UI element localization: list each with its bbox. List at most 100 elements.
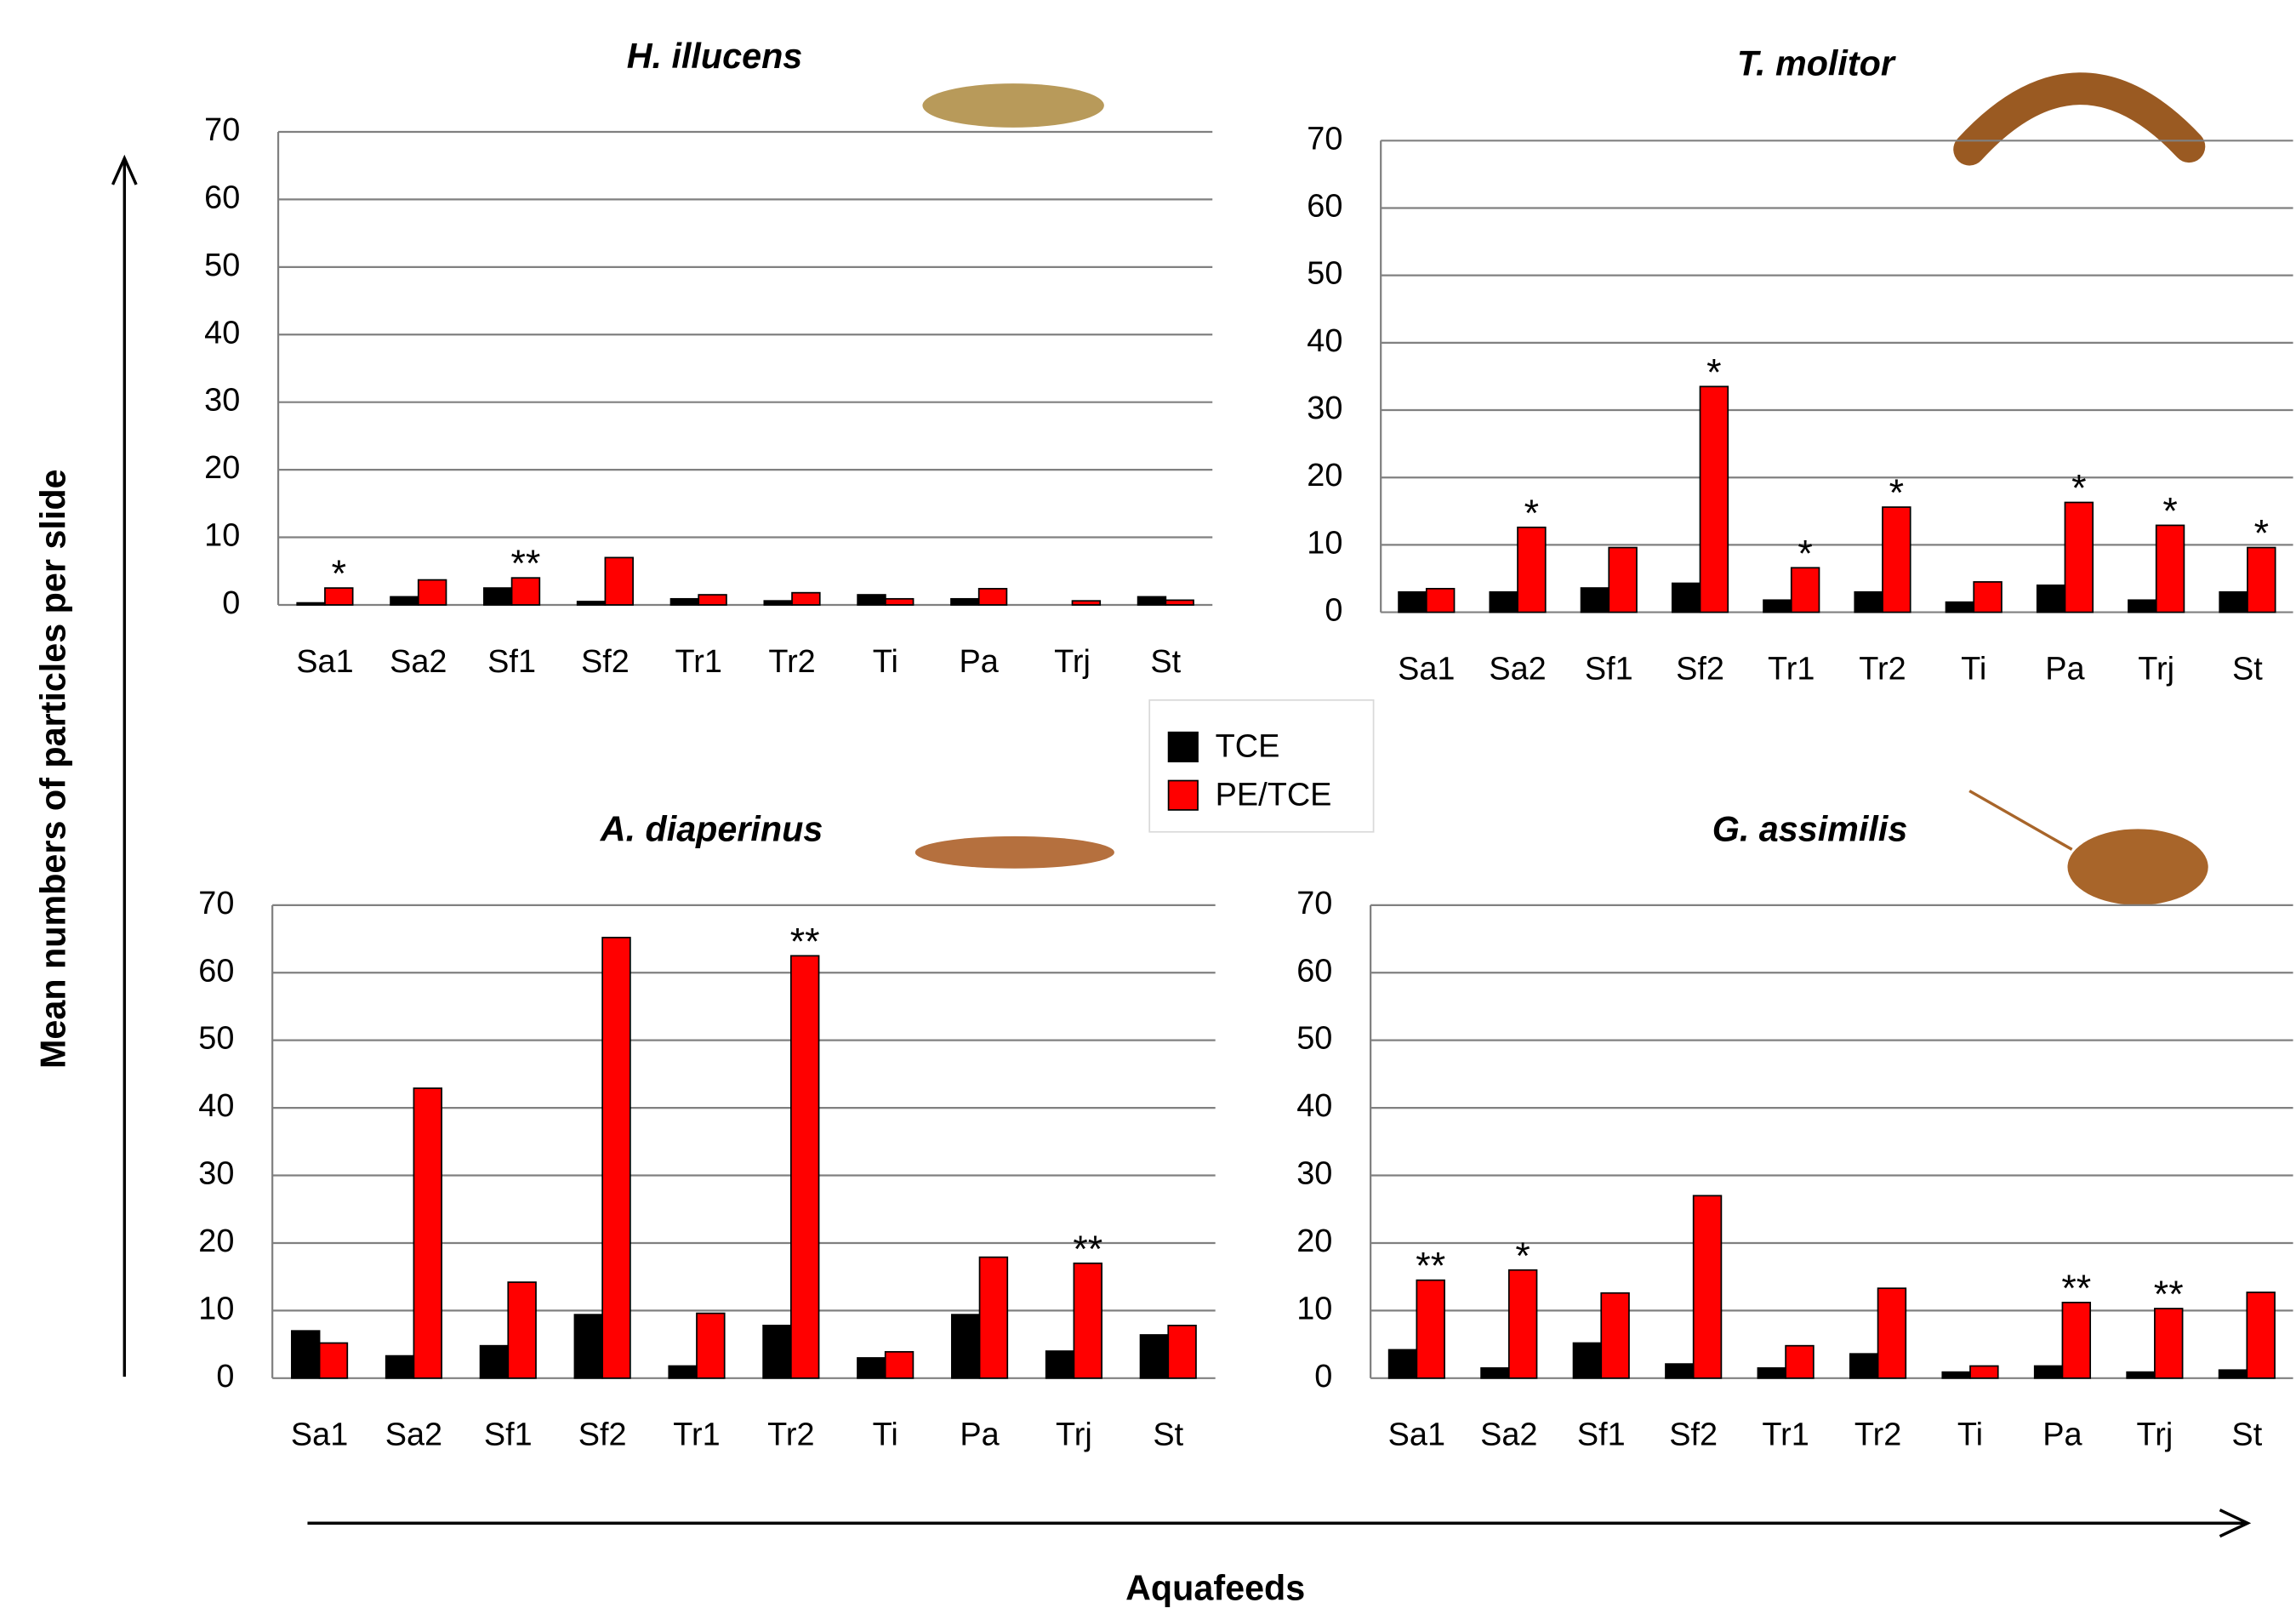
y-tick-label: 10 [204, 518, 240, 554]
bar [1046, 1351, 1074, 1378]
bar [1701, 386, 1729, 612]
x-tick-label: Sf1 [484, 1417, 533, 1453]
y-tick-label: 10 [1307, 525, 1342, 561]
bar [2247, 1292, 2275, 1378]
significance-marker: * [2254, 512, 2269, 555]
y-tick-label: 30 [198, 1156, 234, 1192]
bar [1518, 528, 1546, 613]
bar [671, 599, 699, 605]
bar [1399, 592, 1427, 613]
x-tick-label: Ti [1957, 1417, 1983, 1453]
chart-title: H. illucens [627, 37, 803, 76]
bar [2035, 1366, 2063, 1378]
bar [1850, 1354, 1878, 1378]
x-tick-label: Trj [1056, 1417, 1092, 1453]
bar [1416, 1280, 1444, 1378]
x-tick-label: Pa [2042, 1417, 2082, 1453]
figure: Mean numbers of particles per slide Aqua… [0, 0, 2296, 1614]
y-tick-label: 40 [198, 1088, 234, 1124]
bar [763, 1326, 791, 1378]
y-tick-label: 20 [1296, 1223, 1332, 1259]
x-tick-label: Sa2 [390, 644, 447, 680]
significance-marker: * [1706, 351, 1721, 393]
x-tick-label: Tr1 [1768, 651, 1815, 687]
y-tick-label: 20 [198, 1223, 234, 1259]
bar [2155, 1309, 2183, 1378]
y-tick-label: 30 [1296, 1156, 1332, 1192]
x-tick-label: Trj [2137, 1417, 2174, 1453]
bar [1601, 1293, 1629, 1378]
x-tick-label: Tr2 [767, 1417, 814, 1453]
bar [2219, 1370, 2248, 1378]
significance-marker: * [1524, 492, 1539, 534]
y-tick-label: 50 [1296, 1021, 1332, 1057]
bar [1786, 1346, 1814, 1378]
y-tick-label: 40 [204, 315, 240, 351]
bar [1574, 1343, 1602, 1378]
bar [320, 1343, 348, 1378]
bar [386, 1356, 414, 1378]
bar [1138, 596, 1166, 605]
bar [1970, 1366, 1998, 1378]
bar [574, 1315, 602, 1378]
x-tick-label: Ti [873, 644, 898, 680]
bar [508, 1282, 536, 1378]
bar [1878, 1288, 1906, 1378]
beetle-larva-image [915, 836, 1114, 869]
bar [952, 1315, 980, 1378]
significance-marker: * [332, 552, 346, 595]
x-tick-label: Trj [2138, 651, 2174, 687]
bar [1509, 1270, 1537, 1378]
bar [979, 589, 1007, 605]
chart-title: A. diaperinus [600, 810, 823, 849]
bar [1581, 588, 1609, 613]
y-tick-label: 60 [204, 180, 240, 215]
significance-marker: ** [1416, 1245, 1445, 1287]
bar [2127, 1372, 2155, 1378]
bar [484, 588, 512, 605]
x-tick-label: Sa1 [291, 1417, 348, 1453]
y-tick-label: 0 [216, 1359, 234, 1394]
x-tick-label: Tr2 [768, 644, 815, 680]
significance-marker: * [2071, 467, 2086, 510]
y-tick-label: 0 [1314, 1359, 1332, 1394]
y-axis-label: Mean numbers of particles per slide [33, 469, 72, 1069]
bar [602, 938, 630, 1378]
x-tick-label: Sf1 [1585, 651, 1633, 687]
significance-marker: ** [2061, 1267, 2091, 1309]
y-tick-label: 30 [1307, 391, 1342, 426]
bar [2128, 600, 2156, 612]
x-tick-label: Sf2 [581, 644, 630, 680]
bar [1974, 582, 2002, 613]
y-tick-label: 50 [204, 248, 240, 283]
significance-marker: * [1797, 532, 1812, 574]
significance-marker: * [2162, 489, 2177, 532]
y-tick-label: 60 [198, 953, 234, 989]
x-tick-label: Sa1 [296, 644, 353, 680]
x-tick-label: St [1150, 644, 1181, 680]
x-tick-label: Tr2 [1854, 1417, 1901, 1453]
x-tick-label: Sf2 [578, 1417, 627, 1453]
y-tick-label: 60 [1307, 188, 1342, 224]
bar [1389, 1349, 1417, 1377]
significance-marker: * [1889, 471, 1904, 514]
x-tick-label: St [2231, 1417, 2262, 1453]
significance-marker: ** [790, 920, 820, 962]
bar [2156, 525, 2185, 612]
bar [2062, 1303, 2090, 1378]
y-tick-label: 20 [204, 450, 240, 486]
bar [951, 599, 979, 605]
bar [886, 599, 914, 605]
bar [1946, 602, 1974, 613]
x-tick-label: St [2232, 651, 2263, 687]
chart-title: G. assimilis [1712, 810, 1908, 849]
y-tick-label: 40 [1296, 1088, 1332, 1124]
x-tick-label: Pa [2045, 651, 2085, 687]
x-tick-label: Tr1 [675, 644, 722, 680]
significance-marker: ** [1073, 1228, 1102, 1270]
x-tick-label: Ti [1961, 651, 1986, 687]
bar [980, 1258, 1008, 1378]
bar [297, 603, 325, 605]
bar [1672, 584, 1701, 613]
bar [669, 1366, 697, 1378]
